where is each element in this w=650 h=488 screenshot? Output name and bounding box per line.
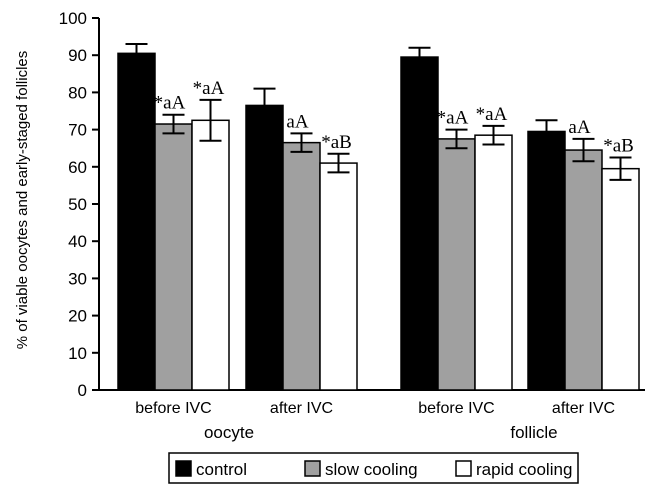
annotations: *aA *aA aA *aB *aA *aA aA *aB	[154, 78, 634, 157]
bar-rapid-cooling	[601, 167, 640, 391]
legend-swatch-rapid-cooling	[455, 460, 472, 477]
y-tick-label: 40	[68, 232, 87, 251]
significance-annotation: *aA	[154, 93, 186, 114]
bar-control	[245, 104, 284, 391]
error-bars	[125, 43, 632, 181]
bar-control	[527, 130, 566, 391]
y-tick-label: 50	[68, 195, 87, 214]
y-tick-label: 0	[78, 381, 87, 400]
significance-annotation: aA	[568, 117, 590, 138]
y-tick-label: 80	[68, 83, 87, 102]
y-tick-label: 70	[68, 121, 87, 140]
bar-control	[400, 56, 439, 391]
bar-rapid-cooling	[319, 162, 358, 391]
significance-annotation: *aA	[193, 78, 225, 99]
y-tick-label: 20	[68, 307, 87, 326]
significance-annotation: *aA	[476, 104, 508, 125]
y-tick-label: 10	[68, 344, 87, 363]
legend-box	[168, 452, 579, 484]
bar-slow-cooling	[154, 123, 193, 391]
y-tick-label: 60	[68, 158, 87, 177]
group-label: oocyte	[204, 423, 254, 442]
legend: control slow cooling rapid cooling	[168, 452, 579, 484]
bar-slow-cooling	[437, 138, 476, 391]
legend-label: control	[196, 460, 247, 479]
y-axis-title: % of viable oocytes and early-staged fol…	[14, 51, 31, 350]
bar-slow-cooling	[564, 149, 603, 391]
bar-slow-cooling	[282, 141, 321, 391]
x-category-label: after IVC	[552, 400, 615, 417]
legend-label: rapid cooling	[476, 460, 572, 479]
bar-rapid-cooling	[474, 134, 513, 391]
x-category-label: before IVC	[135, 400, 211, 417]
significance-annotation: *aB	[603, 136, 634, 157]
significance-annotation: *aB	[321, 132, 352, 153]
x-category-label: after IVC	[270, 400, 333, 417]
y-tick-label: 90	[68, 46, 87, 65]
group-labels: oocyte follicle	[204, 423, 558, 442]
legend-swatch-control	[175, 460, 192, 477]
y-ticks: 0 10 20 30 40 50 60 70 80 90 100	[59, 9, 99, 400]
y-tick-label: 100	[59, 9, 87, 28]
x-category-label: before IVC	[418, 400, 494, 417]
legend-swatch-slow-cooling	[304, 460, 321, 477]
x-category-labels: before IVC after IVC before IVC after IVC	[135, 400, 615, 417]
significance-annotation: *aA	[437, 108, 469, 129]
bars	[117, 52, 640, 391]
legend-label: slow cooling	[325, 460, 418, 479]
y-tick-label: 30	[68, 269, 87, 288]
bar-control	[117, 52, 156, 391]
bar-rapid-cooling	[191, 119, 230, 391]
significance-annotation: aA	[286, 111, 308, 132]
group-label: follicle	[510, 423, 557, 442]
y-axis-label: % of viable oocytes and early-staged fol…	[14, 51, 31, 350]
